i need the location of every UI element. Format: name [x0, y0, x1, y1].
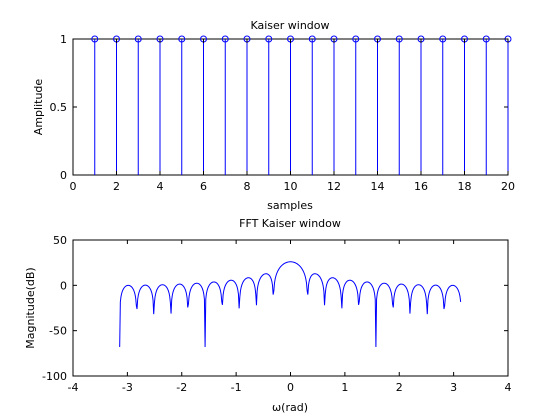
fft-x-tick-label: 0	[287, 381, 294, 394]
stem-x-tick-label: 10	[284, 180, 298, 193]
fft-y-tick-label: -100	[42, 370, 67, 383]
fft-x-ticks: -4 -3 -2 -1 0 1 2 3 4	[68, 240, 512, 394]
stem-marker	[439, 35, 447, 43]
fft-x-tick-label: -4	[68, 381, 79, 394]
stem-marker	[265, 35, 273, 43]
fft-x-tick-label: -1	[231, 381, 242, 394]
stem-plot: 0 2 4 6 8 10 12 14 16 18 20 00.51 Kaiser window sa…	[32, 19, 515, 212]
stem-x-ticks: 0 2 4 6 8 10 12 14 16 18 20	[70, 39, 515, 193]
stem-y-tick-label: 0	[60, 169, 67, 182]
stem-marker	[221, 35, 229, 43]
stem-marker	[308, 35, 316, 43]
stem-x-tick-label: 20	[501, 180, 515, 193]
stem-marker	[482, 35, 490, 43]
stem-x-tick-label: 6	[200, 180, 207, 193]
fft-plot-frame	[72, 239, 509, 377]
stem-plot-xlabel: samples	[267, 199, 313, 212]
fft-plot-ylabel: Magnitude(dB)	[24, 267, 37, 348]
fft-y-tick-label: 0	[60, 279, 67, 292]
stem-marker	[352, 35, 360, 43]
stem-marker	[395, 35, 403, 43]
stem-y-ticks: 00.51	[50, 33, 508, 182]
fft-y-tick-label: 50	[53, 234, 67, 247]
stem-x-tick-label: 8	[244, 180, 251, 193]
fft-x-tick-label: -2	[176, 381, 187, 394]
stem-plot-title: Kaiser window	[250, 19, 329, 32]
stem-x-tick-label: 4	[157, 180, 164, 193]
stem-marker	[178, 35, 186, 43]
fft-x-tick-label: 2	[396, 381, 403, 394]
stem-y-tick-label: 1	[60, 33, 67, 46]
fft-magnitude-line	[119, 261, 462, 347]
fft-x-tick-label: 3	[450, 381, 457, 394]
stem-marker	[134, 35, 142, 43]
stem-x-tick-label: 2	[113, 180, 120, 193]
stem-plot-ylabel: Amplitude	[32, 79, 45, 136]
fft-x-tick-label: 4	[505, 381, 512, 394]
stem-x-tick-label: 12	[327, 180, 341, 193]
stem-x-tick-label: 0	[70, 180, 77, 193]
fft-plot: -4 -3 -2 -1 0 1 2 3 4 50 0 -50 -100 FFT Kaiser wind…	[24, 217, 512, 414]
fft-x-tick-label: -3	[122, 381, 133, 394]
fft-y-ticks: 50 0 -50 -100	[42, 234, 508, 383]
stem-x-tick-label: 14	[371, 180, 385, 193]
stem-y-tick-label: 0.5	[50, 101, 68, 114]
stem-marker	[91, 35, 99, 43]
fft-x-tick-label: 1	[341, 381, 348, 394]
stem-x-tick-label: 18	[458, 180, 472, 193]
fft-plot-xlabel: ω(rad)	[272, 401, 308, 414]
fft-y-tick-label: -50	[49, 325, 67, 338]
fft-plot-title: FFT Kaiser window	[239, 217, 341, 230]
stem-x-tick-label: 16	[414, 180, 428, 193]
